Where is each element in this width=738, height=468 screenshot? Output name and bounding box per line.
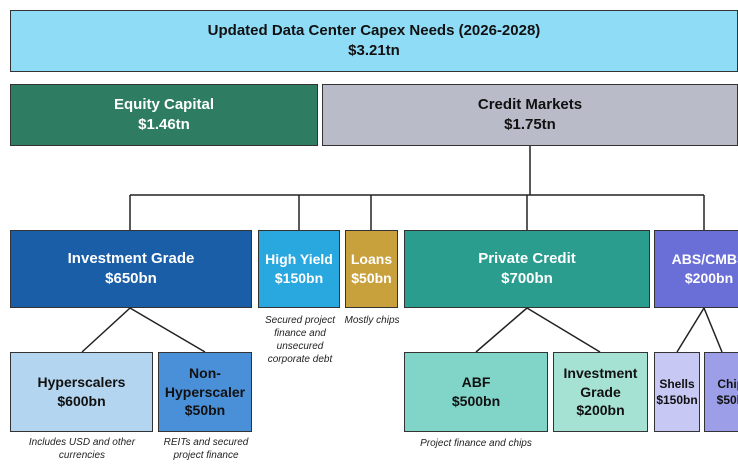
node-value: $650bn xyxy=(105,270,157,287)
node-value: $600bn xyxy=(57,393,106,409)
connector xyxy=(703,307,723,353)
connector xyxy=(475,307,528,353)
node-value: $50bn xyxy=(716,393,738,407)
connector xyxy=(676,307,705,353)
node: Credit Markets $1.75tn xyxy=(322,84,738,146)
node: Non-Hyperscaler $50bn xyxy=(158,352,252,432)
node-label: Updated Data Center Capex Needs (2026-20… xyxy=(207,21,541,39)
node: Shells $150bn xyxy=(654,352,700,432)
node-label: ABS/CMBS xyxy=(671,251,738,268)
node-label: Loans xyxy=(350,251,393,268)
node-value: $3.21tn xyxy=(348,42,400,59)
node-value: $1.75tn xyxy=(504,116,556,133)
connector xyxy=(129,307,206,353)
node-label: High Yield xyxy=(265,251,333,268)
node: Private Credit $700bn xyxy=(404,230,650,308)
node-value: $500bn xyxy=(451,393,501,409)
node-label: Investment Grade xyxy=(563,364,638,400)
note: Mostly chips xyxy=(344,315,400,326)
node-label: Credit Markets xyxy=(477,95,583,113)
node-value: $50bn xyxy=(351,270,392,286)
node: Investment Grade $200bn xyxy=(553,352,648,432)
connector xyxy=(526,307,601,353)
node-value: $50bn xyxy=(184,402,226,419)
node-value: $700bn xyxy=(501,270,553,287)
connector xyxy=(81,307,131,353)
node: ABS/CMBS $200bn xyxy=(654,230,738,308)
node: Updated Data Center Capex Needs (2026-20… xyxy=(10,10,738,72)
node-label: Equity Capital xyxy=(113,95,214,113)
node-label: Private Credit xyxy=(478,249,576,267)
node: Investment Grade $650bn xyxy=(10,230,252,308)
note: Includes USD and other currencies xyxy=(28,437,136,461)
node-label: ABF xyxy=(461,374,491,391)
node: Hyperscalers $600bn xyxy=(10,352,153,432)
note: Project finance and chips xyxy=(420,438,532,449)
note: Secured project finance and unsecured co… xyxy=(264,315,336,365)
node: Loans $50bn xyxy=(345,230,398,308)
node: High Yield $150bn xyxy=(258,230,340,308)
node-label: Chips xyxy=(717,376,738,391)
node-value: $150bn xyxy=(274,270,324,286)
node-label: Non-Hyperscaler xyxy=(164,364,246,400)
node-value: $150bn xyxy=(656,393,698,407)
node-value: $200bn xyxy=(576,402,625,419)
node: ABF $500bn xyxy=(404,352,548,432)
node-value: $1.46tn xyxy=(138,116,190,133)
node: Equity Capital $1.46tn xyxy=(10,84,318,146)
node: Chips $50bn xyxy=(704,352,738,432)
note: REITs and secured project finance xyxy=(163,437,249,461)
node-label: Hyperscalers xyxy=(37,374,126,391)
node-label: Shells xyxy=(659,376,695,391)
node-label: Investment Grade xyxy=(67,249,195,267)
node-value: $200bn xyxy=(684,270,734,286)
